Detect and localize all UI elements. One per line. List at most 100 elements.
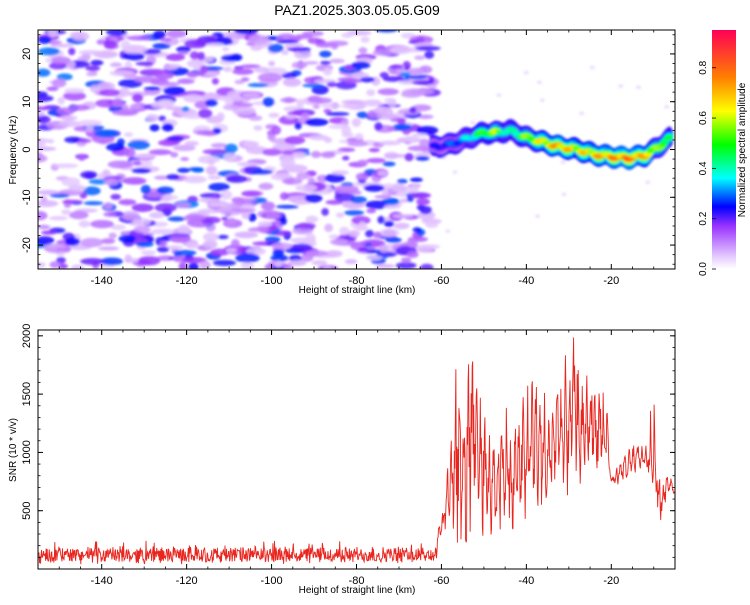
heatmap-noise-cell <box>186 71 199 78</box>
heatmap-noise-cell <box>63 91 87 101</box>
heatmap-noise-cell <box>105 30 128 37</box>
heatmap-noise-cell <box>392 123 412 131</box>
heatmap-noise-cell <box>48 216 68 221</box>
x-tick-label: -80 <box>349 575 365 587</box>
heatmap-noise-cell <box>153 30 166 39</box>
heatmap-noise-cell <box>392 214 413 219</box>
heatmap-noise-cell <box>166 30 187 39</box>
heatmap-noise-cell <box>90 59 104 66</box>
heatmap-noise-cell <box>409 192 432 199</box>
heatmap-noise-cell <box>267 131 276 142</box>
colorbar-ticks: 0.0 0.2 0.4 0.6 0.8 <box>698 60 716 276</box>
heatmap-noise-cell <box>177 78 195 85</box>
heatmap-noise-cell <box>177 51 189 56</box>
snr-y-ticks: 500 1000 1500 2000 <box>21 324 675 570</box>
heatmap-noise-cell <box>357 159 369 165</box>
heatmap-noise-cell <box>235 253 260 263</box>
heatmap-noise-cell <box>242 92 260 99</box>
heatmap-noise-cell <box>185 241 200 249</box>
heatmap-noise-cell <box>202 148 227 155</box>
heatmap-noise-cell <box>322 265 333 269</box>
heatmap-noise-cell <box>181 257 207 264</box>
heatmap-noise-cell <box>378 140 402 146</box>
heatmap-noise-cell <box>257 72 283 83</box>
heatmap-noise-cell <box>382 76 403 82</box>
heatmap-noise-cell <box>83 201 104 206</box>
heatmap-noise-cell <box>341 103 358 109</box>
heatmap-noise-cell <box>250 44 263 51</box>
heatmap-noise-cell <box>280 97 298 103</box>
heatmap-noise-cell <box>38 47 60 56</box>
heatmap-noise-cell <box>328 234 340 239</box>
heatmap-noise-cell <box>268 112 280 118</box>
heatmap-noise-cell <box>344 259 358 265</box>
heatmap-noise-cell <box>102 169 111 177</box>
heatmap-noise-cell <box>176 46 191 53</box>
heatmap-noise-cell <box>360 76 375 83</box>
heatmap-noise-cell <box>163 86 186 96</box>
heatmap-noise-cell <box>261 201 276 211</box>
heatmap-noise-cell <box>129 103 141 110</box>
heatmap-noise-cell <box>122 52 145 61</box>
heatmap-noise-cell <box>198 197 221 203</box>
heatmap-noise-cell <box>38 189 60 196</box>
heatmap-noise-cell <box>382 161 396 167</box>
heatmap-noise-cell <box>452 170 458 175</box>
heatmap-noise-cell <box>397 118 406 126</box>
heatmap-noise-cell <box>293 49 312 60</box>
heatmap-noise-cell <box>384 197 400 206</box>
heatmap-noise-cell <box>323 137 333 144</box>
heatmap-noise-cell <box>236 161 260 167</box>
heatmap-noise-cell <box>496 93 502 98</box>
heatmap-noise-cell <box>382 229 397 237</box>
heatmap-noise-cell <box>133 225 151 234</box>
chart-title: PAZ1.2025.303.05.05.G09 <box>274 2 440 18</box>
heatmap-noise-cell <box>281 49 289 56</box>
heatmap-noise-cell <box>375 263 396 269</box>
heatmap-noise-cell <box>38 111 46 117</box>
heatmap-noise-cell <box>85 71 98 77</box>
heatmap-noise-cell <box>343 79 363 84</box>
heatmap-noise-cell <box>420 263 434 269</box>
heatmap-noise-cell <box>383 204 401 209</box>
heatmap-noise-cell <box>50 43 74 48</box>
heatmap-noise-cell <box>424 51 435 59</box>
heatmap-noise-cell <box>197 51 206 61</box>
heatmap-noise-cell <box>61 199 84 204</box>
heatmap-noise-cell <box>470 120 476 125</box>
heatmap-noise-cell <box>274 260 283 268</box>
heatmap-noise-cell <box>409 185 420 193</box>
heatmap-noise-cell <box>341 132 354 138</box>
x-tick-label: -60 <box>433 275 449 287</box>
heatmap-noise-cell <box>397 108 421 116</box>
heatmap-noise-cell <box>267 43 284 53</box>
heatmap-noise-cell <box>108 232 117 239</box>
heatmap-noise-cell <box>78 220 91 228</box>
heatmap-noise-cell <box>425 220 439 229</box>
heatmap-noise-cell <box>38 138 50 144</box>
heatmap-noise-cell <box>103 39 117 49</box>
x-tick-label: -100 <box>261 275 283 287</box>
heatmap-noise-cell <box>390 64 403 70</box>
heatmap-noise-cell <box>165 53 186 61</box>
colorbar-tick-label: 0.2 <box>698 211 709 225</box>
heatmap-noise-cell <box>215 36 232 43</box>
x-tick-label: -40 <box>518 275 534 287</box>
heatmap-noise-cell <box>403 135 420 142</box>
spectrogram-heatmap <box>38 30 674 269</box>
heatmap-noise-cell <box>361 100 383 107</box>
heatmap-noise-cell <box>280 217 287 226</box>
heatmap-noise-cell <box>337 147 356 153</box>
x-tick-label: -80 <box>349 275 365 287</box>
heatmap-noise-cell <box>253 66 270 73</box>
heatmap-noise-cell <box>331 170 349 176</box>
heatmap-noise-cell <box>216 234 229 240</box>
heatmap-noise-cell <box>53 163 79 169</box>
heatmap-noise-cell <box>325 199 344 205</box>
heatmap-noise-cell <box>294 200 306 206</box>
heatmap-noise-cell <box>301 112 310 118</box>
heatmap-noise-cell <box>377 88 399 96</box>
heatmap-noise-cell <box>109 70 135 77</box>
heatmap-noise-cell <box>90 219 114 229</box>
heatmap-noise-cell <box>48 40 62 45</box>
